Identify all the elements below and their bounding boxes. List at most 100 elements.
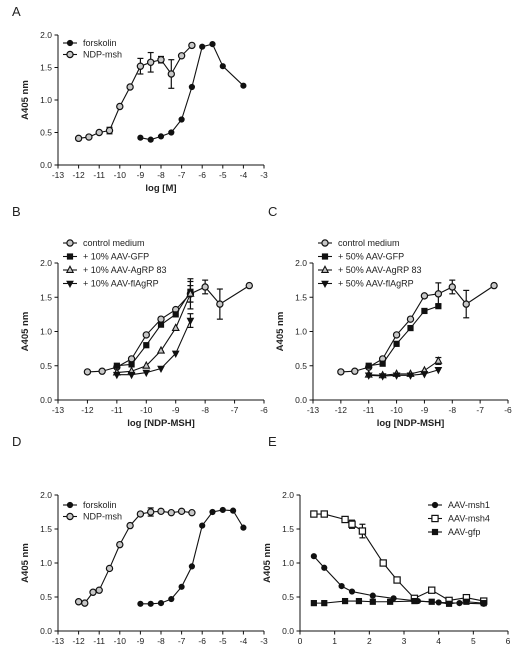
data-point bbox=[348, 520, 356, 528]
data-point bbox=[321, 600, 328, 607]
data-point bbox=[420, 371, 429, 379]
data-point bbox=[177, 52, 186, 60]
series-line bbox=[140, 43, 244, 141]
data-point bbox=[142, 331, 150, 339]
x-tick-label: -9 bbox=[172, 405, 180, 415]
legend-marker bbox=[431, 501, 439, 509]
data-point bbox=[146, 508, 155, 516]
x-tick-label: -12 bbox=[335, 405, 348, 415]
data-point bbox=[105, 126, 114, 135]
data-point bbox=[490, 281, 498, 290]
y-tick-label: 2.0 bbox=[282, 490, 294, 500]
data-point bbox=[392, 331, 401, 339]
y-tick-label: 2.0 bbox=[40, 258, 52, 268]
data-point bbox=[83, 368, 92, 376]
legend-marker bbox=[321, 239, 329, 247]
legend-marker bbox=[66, 239, 74, 247]
x-tick-label: -13 bbox=[52, 405, 65, 415]
data-point bbox=[178, 583, 185, 590]
legend-label: + 50% AAV-AgRP 83 bbox=[338, 265, 421, 275]
data-point bbox=[393, 340, 400, 347]
y-tick-label: 1.5 bbox=[40, 63, 52, 73]
x-tick-label: -6 bbox=[504, 405, 512, 415]
data-point bbox=[199, 522, 206, 529]
y-tick-label: 0.5 bbox=[40, 128, 52, 138]
legend-label: + 50% AAV-GFP bbox=[338, 252, 404, 262]
data-point bbox=[188, 83, 195, 91]
x-tick-label: -12 bbox=[72, 636, 85, 645]
series-line bbox=[78, 510, 192, 604]
data-point bbox=[337, 368, 345, 376]
chart-panel-d: D -13 -12 -11 -10 -9 -8 -7 -6 -5 -4 -3 0.0 0.5 1.0 1.5 2… bbox=[12, 434, 268, 645]
data-point bbox=[137, 134, 144, 141]
data-point bbox=[188, 41, 196, 50]
y-axis-label: A405 nm bbox=[20, 80, 31, 120]
data-point bbox=[365, 362, 372, 369]
legend-marker bbox=[320, 265, 330, 273]
data-point bbox=[142, 360, 151, 369]
series-ndp-msh bbox=[74, 41, 196, 143]
data-point bbox=[209, 41, 216, 48]
y-tick-label: 0.0 bbox=[40, 395, 52, 405]
series-control-medium bbox=[337, 279, 498, 376]
x-tick-label: -3 bbox=[260, 636, 268, 645]
y-tick-label: 0.5 bbox=[282, 592, 294, 602]
legend-marker bbox=[66, 501, 74, 509]
legend-marker bbox=[66, 50, 74, 59]
data-point bbox=[188, 563, 195, 570]
data-point bbox=[177, 507, 186, 516]
data-point bbox=[142, 369, 151, 378]
data-point bbox=[351, 367, 359, 375]
data-point bbox=[310, 510, 318, 518]
data-point bbox=[98, 367, 106, 375]
panel-letter: D bbox=[12, 434, 21, 449]
x-axis-label: log [NDP-MSH] bbox=[377, 418, 445, 429]
x-tick-label: -6 bbox=[198, 636, 206, 645]
x-tick-label: -11 bbox=[93, 170, 105, 180]
series-50-aav-gfp bbox=[365, 303, 442, 369]
data-point bbox=[379, 559, 387, 567]
data-point bbox=[378, 373, 387, 381]
data-point bbox=[95, 128, 103, 137]
x-tick-label: -4 bbox=[240, 170, 248, 180]
x-tick-label: -12 bbox=[72, 170, 85, 180]
data-point bbox=[186, 317, 195, 326]
series-line bbox=[116, 291, 191, 367]
x-tick-label: -3 bbox=[260, 170, 268, 180]
series-forskolin bbox=[137, 41, 247, 143]
legend-label: forskolin bbox=[83, 38, 117, 48]
data-point bbox=[157, 600, 165, 607]
data-point bbox=[338, 583, 345, 590]
data-point bbox=[428, 586, 436, 594]
data-point bbox=[310, 600, 317, 607]
series-ndp-msh bbox=[74, 507, 196, 607]
y-tick-label: 1.5 bbox=[282, 524, 294, 534]
x-tick-label: 5 bbox=[471, 636, 476, 645]
data-point bbox=[116, 540, 124, 549]
data-point bbox=[393, 576, 401, 584]
data-point bbox=[310, 553, 317, 560]
y-axis-label: A405 nm bbox=[20, 543, 31, 583]
legend-marker bbox=[66, 39, 74, 47]
data-point bbox=[137, 600, 144, 607]
data-point bbox=[157, 321, 165, 328]
data-point bbox=[127, 371, 136, 380]
data-point bbox=[178, 116, 185, 123]
panel-letter: B bbox=[12, 204, 21, 219]
y-tick-label: 1.0 bbox=[40, 558, 52, 568]
data-point bbox=[167, 70, 175, 78]
series-line bbox=[116, 320, 191, 376]
panel-letter: A bbox=[12, 4, 21, 19]
y-tick-label: 1.0 bbox=[282, 558, 294, 568]
y-tick-label: 0.0 bbox=[282, 626, 294, 636]
data-point bbox=[392, 372, 401, 380]
legend: forskolin NDP-msh bbox=[63, 38, 122, 60]
y-tick-label: 0.0 bbox=[295, 395, 307, 405]
data-point bbox=[89, 588, 97, 596]
series-10-aav-flagrp bbox=[112, 313, 195, 380]
y-tick-label: 2.0 bbox=[40, 30, 52, 40]
data-point bbox=[421, 307, 428, 315]
data-point bbox=[157, 315, 165, 323]
data-point bbox=[445, 600, 453, 607]
